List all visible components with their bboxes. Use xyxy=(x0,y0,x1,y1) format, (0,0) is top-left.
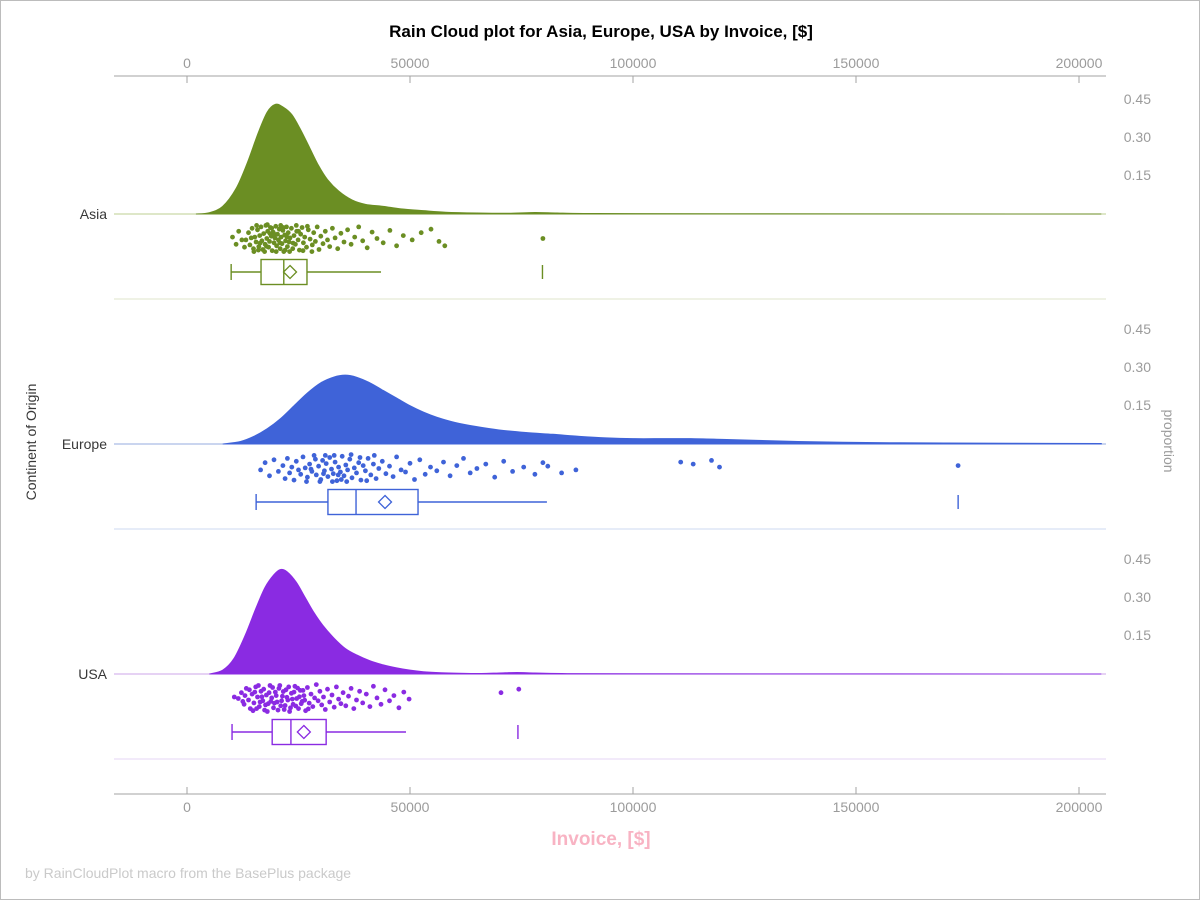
box xyxy=(327,488,419,516)
boxplot-europe xyxy=(255,488,959,516)
top-axis-tick-label: 150000 xyxy=(832,55,880,71)
bottom-axis-tick-label: 150000 xyxy=(832,799,880,815)
boxplot-usa xyxy=(231,718,519,746)
bottom-axis-tick-label: 100000 xyxy=(609,799,657,815)
proportion-tick-label: 0.30 xyxy=(1123,359,1151,375)
proportion-tick-label: 0.15 xyxy=(1123,167,1151,183)
top-axis-tick-label: 0 xyxy=(183,55,191,71)
density-asia xyxy=(195,103,1102,215)
proportion-tick-label: 0.30 xyxy=(1123,589,1151,605)
top-axis-tick-label: 200000 xyxy=(1055,55,1103,71)
footer-credit: by RainCloudPlot macro from the BasePlus… xyxy=(25,865,352,881)
bottom-axis-tick-label: 50000 xyxy=(390,799,430,815)
proportion-tick-label: 0.30 xyxy=(1123,129,1151,145)
proportion-tick-label: 0.15 xyxy=(1123,627,1151,643)
panel-usa xyxy=(114,568,1106,760)
top-axis-tick-label: 100000 xyxy=(609,55,657,71)
panel-asia xyxy=(114,103,1106,300)
mean-diamond xyxy=(296,724,312,740)
bottom-axis xyxy=(114,787,1106,795)
mean-diamond xyxy=(377,494,393,510)
proportion-tick-label: 0.45 xyxy=(1123,91,1151,107)
proportion-tick-label: 0.15 xyxy=(1123,397,1151,413)
category-label-asia: Asia xyxy=(79,206,107,222)
proportion-tick-label: 0.45 xyxy=(1123,321,1151,337)
top-axis-tick-label: 50000 xyxy=(390,55,430,71)
density-usa xyxy=(209,568,1102,675)
y-axis-label: Continent of Origin xyxy=(23,383,39,501)
category-label-europe: Europe xyxy=(61,436,107,452)
rain-points-usa xyxy=(231,682,522,714)
rain-points-europe xyxy=(258,452,961,484)
proportion-axis-label: proportion xyxy=(1161,409,1177,473)
boxplot-asia xyxy=(230,258,544,286)
proportion-tick-label: 0.45 xyxy=(1123,551,1151,567)
bottom-axis-tick-label: 0 xyxy=(183,799,191,815)
chart-title: Rain Cloud plot for Asia, Europe, USA by… xyxy=(389,22,813,41)
panel-europe xyxy=(114,374,1106,530)
rain-points-asia xyxy=(230,222,546,255)
x-axis-label: Invoice, [$] xyxy=(551,829,651,850)
mean-diamond xyxy=(282,264,298,280)
bottom-axis-tick-label: 200000 xyxy=(1055,799,1103,815)
top-axis xyxy=(114,75,1106,83)
category-label-usa: USA xyxy=(78,666,107,682)
density-europe xyxy=(222,374,1102,445)
